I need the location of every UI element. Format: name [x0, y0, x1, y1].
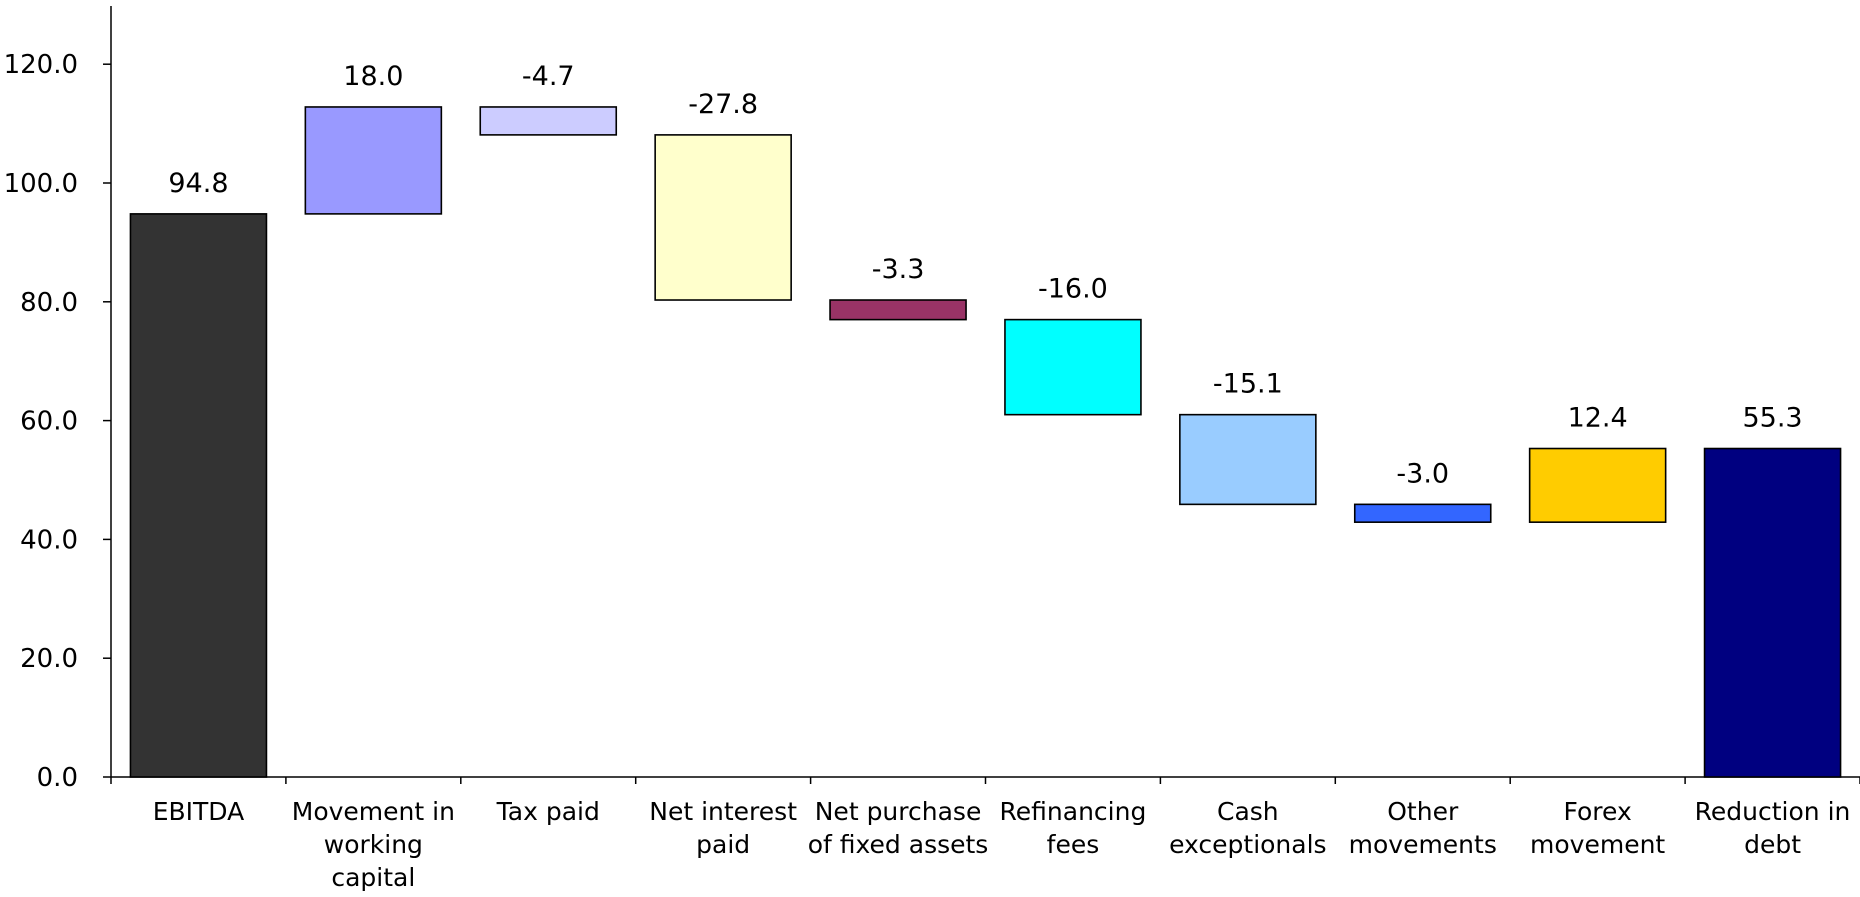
y-tick-label: 0.0	[37, 763, 78, 793]
category-labels-group: EBITDA Movement in working capital Tax pai…	[152, 797, 1851, 892]
bar-8	[1528, 447, 1667, 523]
data-label: -3.0	[1396, 458, 1449, 489]
data-label: -15.1	[1213, 369, 1283, 400]
category-label: Other movements	[1348, 797, 1497, 859]
category-label-box: Other movements	[1348, 797, 1497, 859]
x-axis-ticks	[110, 777, 1860, 784]
data-label: -16.0	[1038, 274, 1108, 305]
y-axis-ticks: 0.0 20.0 40.0 60.0 80.0 100.0 120.0	[4, 50, 111, 793]
category-label-box: Net interest paid	[649, 797, 797, 859]
data-label: 12.4	[1568, 403, 1628, 434]
category-label: Net purchase of fixed assets	[807, 797, 989, 859]
bar-0	[129, 213, 268, 778]
category-label-box: Reduction in debt	[1694, 797, 1851, 859]
data-label: 94.8	[168, 168, 228, 199]
category-label-box: Tax paid	[496, 797, 600, 826]
category-label-box: Movement in working capital	[291, 797, 455, 892]
category-label: EBITDA	[152, 797, 245, 826]
category-label-box: Net purchase of fixed assets	[807, 797, 989, 859]
bar-3	[654, 134, 792, 301]
bar-1	[304, 106, 443, 215]
y-tick-label: 120.0	[4, 50, 78, 80]
y-tick-label: 40.0	[20, 525, 78, 555]
y-tick-label: 60.0	[20, 407, 78, 437]
category-label: Cash exceptionals	[1169, 797, 1327, 859]
data-label: -3.3	[872, 254, 925, 285]
bars-group	[129, 106, 1842, 778]
y-tick-label: 100.0	[4, 169, 78, 199]
value-labels-group: 94.8 18.0 -4.7 -27.8 -3.3 -16.0 -15.1 -3.0 12.4 5…	[168, 61, 1802, 489]
bar-5	[1004, 318, 1142, 416]
category-label-box: EBITDA	[152, 797, 245, 826]
data-label: -27.8	[688, 89, 758, 120]
category-label: Movement in working capital	[291, 797, 455, 892]
category-label: Forex movement	[1530, 797, 1666, 859]
category-label-box: Cash exceptionals	[1169, 797, 1327, 859]
category-label-box: Forex movement	[1530, 797, 1666, 859]
category-label-box: Refinancing fees	[999, 797, 1147, 859]
data-label: 55.3	[1742, 403, 1802, 434]
bar-6	[1179, 413, 1317, 506]
data-label: 18.0	[343, 61, 403, 92]
y-tick-label: 20.0	[20, 644, 78, 674]
data-label: -4.7	[522, 61, 575, 92]
category-label: Refinancing fees	[999, 797, 1147, 859]
bar-7	[1353, 503, 1492, 523]
bar-4	[829, 299, 967, 321]
category-label: Net interest paid	[649, 797, 797, 859]
category-label: Tax paid	[496, 797, 600, 826]
bar-2	[479, 106, 618, 136]
category-label: Reduction in debt	[1694, 797, 1851, 859]
y-tick-label: 80.0	[20, 288, 78, 318]
bar-9	[1703, 447, 1842, 778]
